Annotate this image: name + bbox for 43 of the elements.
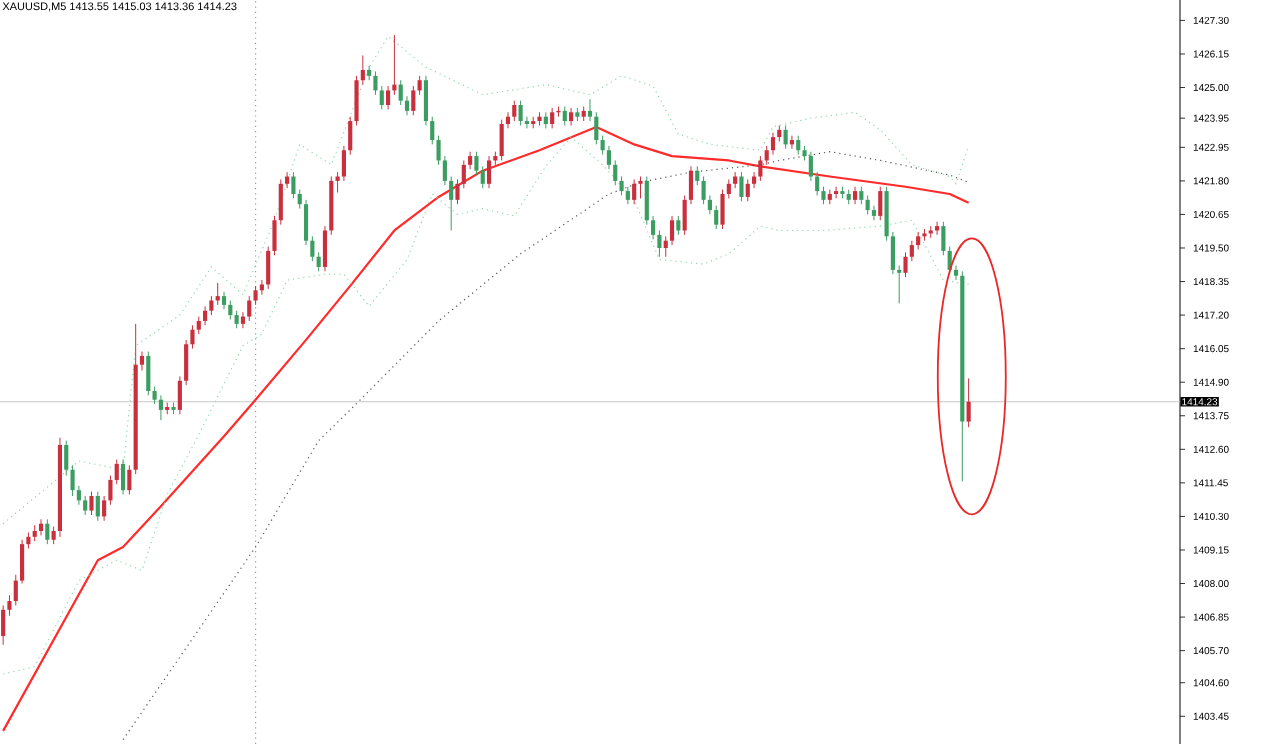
candlestick <box>770 132 776 156</box>
line-series <box>2 35 970 525</box>
candlestick <box>45 518 50 545</box>
candlestick <box>733 171 738 189</box>
candlestick <box>739 171 744 202</box>
candlestick <box>796 135 801 156</box>
candlestick <box>146 351 151 396</box>
candlestick <box>486 155 492 189</box>
candlestick <box>499 119 504 161</box>
candlestick <box>871 205 877 221</box>
candlestick <box>127 464 132 496</box>
candlestick <box>1 604 6 646</box>
candlestick <box>632 178 637 205</box>
candlestick <box>89 491 94 516</box>
candlestick <box>386 85 391 110</box>
candlestick <box>758 155 763 182</box>
candlestick <box>941 221 946 256</box>
candlestick <box>878 186 883 221</box>
candlestick <box>562 105 567 126</box>
candlestick <box>95 491 100 522</box>
candlestick <box>316 251 321 272</box>
candlestick <box>669 215 675 246</box>
line-series <box>122 151 970 741</box>
candlestick <box>783 124 788 150</box>
candlestick <box>411 85 416 116</box>
candlestick <box>247 295 252 322</box>
candlestick <box>417 75 422 96</box>
candlestick <box>966 377 971 428</box>
candlestick <box>512 100 517 122</box>
candlestick <box>745 178 750 202</box>
candlestick <box>38 518 44 536</box>
candlestick <box>518 100 523 126</box>
candlestick <box>158 394 163 421</box>
candlestick <box>120 459 126 496</box>
candlestick <box>834 186 839 199</box>
candlestick <box>638 176 643 199</box>
candlestick <box>215 282 220 306</box>
candlestick <box>550 107 555 129</box>
candlestick <box>695 165 700 186</box>
candlestick <box>228 300 233 320</box>
candlestick <box>865 194 870 215</box>
candlestick <box>676 215 681 236</box>
candlestick <box>203 305 208 326</box>
